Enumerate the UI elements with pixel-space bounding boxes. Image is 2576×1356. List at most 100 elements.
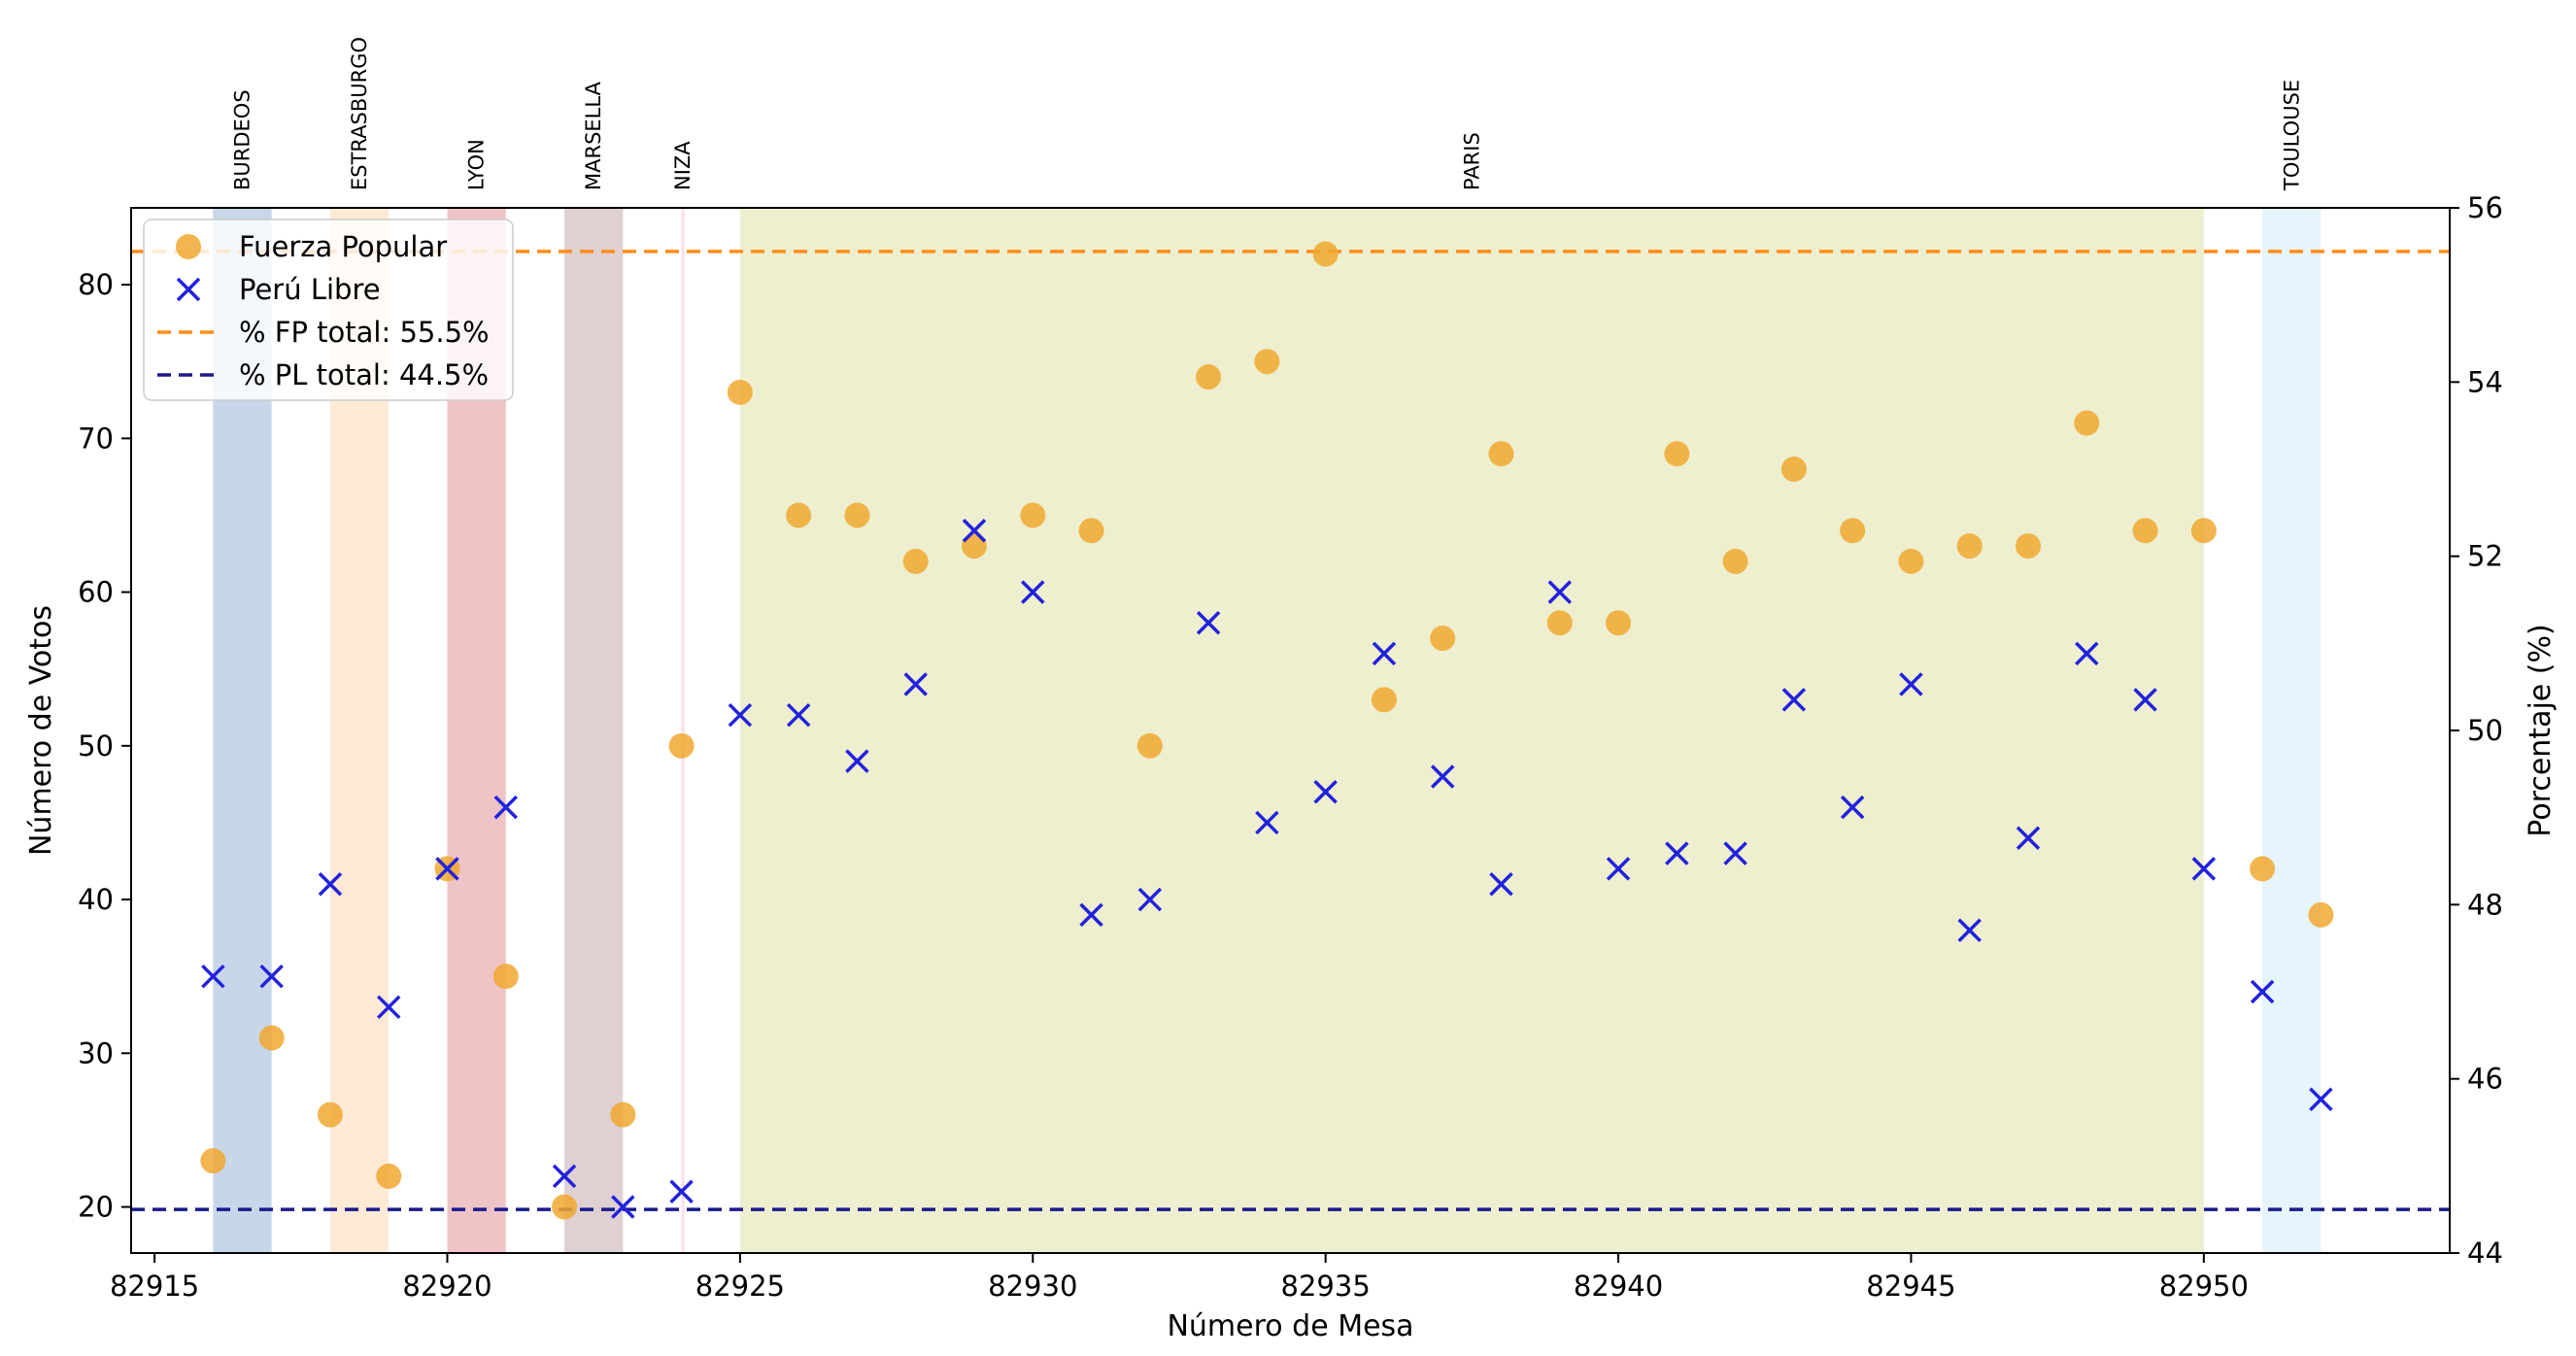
point-pl-82952 xyxy=(2309,1087,2333,1111)
point-pl-82928 xyxy=(903,672,928,696)
point-pl-82939 xyxy=(1547,580,1573,604)
legend-label-pl: Perú Libre xyxy=(239,273,381,306)
point-fp-82919 xyxy=(376,1163,402,1189)
point-pl-82925 xyxy=(728,702,753,728)
point-fp-82927 xyxy=(844,502,870,528)
point-fp-82942 xyxy=(1722,548,1748,574)
point-pl-82936 xyxy=(1372,641,1397,666)
point-fp-82916 xyxy=(200,1148,226,1174)
point-fp-82923 xyxy=(610,1102,636,1128)
data-points xyxy=(200,241,2334,1220)
point-pl-82931 xyxy=(1079,902,1103,928)
point-pl-82935 xyxy=(1313,780,1338,804)
point-pl-82937 xyxy=(1430,764,1455,789)
point-fp-82925 xyxy=(727,379,753,405)
y-tick-label-right: 48 xyxy=(2467,888,2503,921)
x-tick-label: 82925 xyxy=(695,1270,785,1303)
x-tick-label: 82930 xyxy=(988,1270,1077,1303)
point-fp-82928 xyxy=(902,548,929,574)
y-axis-right: 44 46 48 50 52 54 56 xyxy=(2450,191,2503,1270)
city-label-paris: PARIS xyxy=(1460,132,1483,190)
y-tick-label-right: 52 xyxy=(2467,540,2503,573)
y-axis-left: 20 30 40 50 60 70 80 xyxy=(78,268,131,1224)
point-pl-82921 xyxy=(493,795,519,820)
x-axis-label: Número de Mesa xyxy=(1167,1309,1413,1343)
point-fp-82948 xyxy=(2074,410,2100,436)
point-pl-82944 xyxy=(1840,795,1865,820)
point-fp-82924 xyxy=(668,732,695,759)
city-label-burdeos: BURDEOS xyxy=(231,89,254,190)
point-fp-82950 xyxy=(2190,518,2217,544)
y-tick-label-left: 30 xyxy=(78,1036,114,1069)
point-fp-82937 xyxy=(1430,626,1456,652)
point-pl-82946 xyxy=(1957,918,1982,942)
point-pl-82941 xyxy=(1665,841,1689,865)
point-pl-82942 xyxy=(1723,841,1747,865)
point-pl-82947 xyxy=(2016,826,2041,851)
legend-label-refline-0: % FP total: 55.5% xyxy=(239,316,490,349)
point-fp-82917 xyxy=(258,1025,285,1051)
point-pl-82943 xyxy=(1781,688,1807,712)
point-pl-82923 xyxy=(611,1195,635,1219)
x-tick-label: 82915 xyxy=(110,1270,199,1303)
city-label-niza: NIZA xyxy=(671,141,695,190)
legend-marker-fp xyxy=(176,234,201,259)
x-tick-label: 82945 xyxy=(1866,1270,1955,1303)
point-fp-82943 xyxy=(1780,457,1807,482)
point-pl-82929 xyxy=(962,519,987,543)
point-fp-82935 xyxy=(1312,241,1339,267)
point-fp-82933 xyxy=(1196,364,1222,390)
point-pl-82932 xyxy=(1137,887,1163,912)
point-fp-82941 xyxy=(1664,441,1690,467)
point-fp-82951 xyxy=(2250,856,2276,882)
y-tick-label-left: 70 xyxy=(78,422,114,455)
point-fp-82939 xyxy=(1546,610,1573,636)
point-pl-82940 xyxy=(1606,857,1631,881)
legend-label-refline-1: % PL total: 44.5% xyxy=(239,358,489,391)
point-pl-82945 xyxy=(1899,672,1923,696)
point-fp-82926 xyxy=(786,502,812,528)
point-fp-82930 xyxy=(1020,502,1046,528)
region-marsella xyxy=(564,208,624,1253)
y-tick-label-right: 54 xyxy=(2467,365,2503,398)
y-tick-label-left: 80 xyxy=(78,268,114,301)
point-pl-82917 xyxy=(259,964,284,989)
point-fp-82921 xyxy=(492,964,519,990)
point-pl-82951 xyxy=(2250,979,2275,1004)
point-fp-82946 xyxy=(1956,533,1983,559)
city-label-estrasburgo: ESTRASBURGO xyxy=(348,37,371,190)
city-label-toulouse: TOULOUSE xyxy=(2280,80,2303,191)
y-tick-label-right: 50 xyxy=(2467,714,2503,747)
reference-lines xyxy=(131,250,2450,1211)
point-fp-82934 xyxy=(1254,349,1280,375)
point-pl-82934 xyxy=(1255,810,1279,835)
point-pl-82922 xyxy=(552,1164,577,1189)
x-axis: 82915 82920 82925 82930 82935 82940 82945 82950 xyxy=(110,1253,2249,1303)
point-pl-82933 xyxy=(1196,610,1221,635)
point-fp-82944 xyxy=(1840,518,1866,544)
point-fp-82932 xyxy=(1136,732,1163,759)
point-fp-82945 xyxy=(1898,548,1924,574)
point-pl-82948 xyxy=(2075,641,2099,666)
point-pl-82927 xyxy=(845,749,869,773)
region-niza xyxy=(681,208,685,1253)
point-pl-82938 xyxy=(1489,871,1513,897)
point-fp-82936 xyxy=(1371,687,1397,713)
point-pl-82950 xyxy=(2191,857,2217,881)
x-tick-label: 82935 xyxy=(1281,1270,1371,1303)
y-tick-label-left: 60 xyxy=(78,576,114,609)
point-fp-82929 xyxy=(962,533,987,559)
point-pl-82924 xyxy=(669,1179,694,1203)
point-pl-82926 xyxy=(786,702,811,728)
legend-box xyxy=(143,219,514,401)
point-fp-82952 xyxy=(2308,901,2334,928)
y-tick-label-right: 46 xyxy=(2467,1063,2503,1096)
point-fp-82940 xyxy=(1606,610,1632,636)
point-fp-82918 xyxy=(317,1102,343,1128)
y-tick-label-left: 20 xyxy=(78,1191,114,1224)
y-tick-label-right: 56 xyxy=(2467,191,2503,224)
point-pl-82920 xyxy=(435,857,459,881)
point-fp-82949 xyxy=(2132,518,2158,544)
region-paris xyxy=(739,208,2204,1253)
